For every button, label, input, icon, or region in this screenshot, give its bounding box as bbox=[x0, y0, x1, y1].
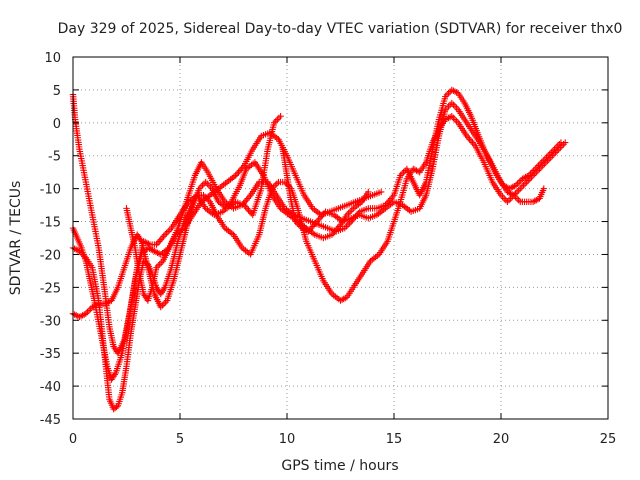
data-point bbox=[348, 206, 355, 214]
data-point bbox=[513, 195, 521, 202]
data-point bbox=[316, 215, 324, 222]
data-point bbox=[312, 219, 319, 227]
grid-lines bbox=[73, 57, 608, 419]
data-point bbox=[467, 137, 475, 145]
data-point bbox=[274, 116, 281, 123]
x-axis-label: GPS time / hours bbox=[281, 458, 398, 474]
data-point bbox=[160, 233, 167, 240]
y-tick-label: -5 bbox=[48, 150, 61, 165]
y-tick-label: -35 bbox=[40, 347, 61, 362]
x-tick-label: 0 bbox=[69, 432, 77, 447]
plot-frame bbox=[72, 56, 609, 420]
data-layer bbox=[69, 86, 569, 413]
data-point bbox=[160, 300, 168, 308]
data-point bbox=[277, 113, 284, 120]
y-tick-label: -20 bbox=[40, 248, 61, 263]
data-point bbox=[85, 307, 93, 314]
data-point bbox=[243, 205, 251, 212]
data-point bbox=[346, 208, 354, 215]
data-point bbox=[344, 221, 352, 229]
y-tick-label: 5 bbox=[53, 84, 61, 99]
y-tick-label: 10 bbox=[44, 51, 61, 66]
data-point bbox=[451, 103, 459, 110]
y-tick-label: -40 bbox=[40, 380, 61, 395]
data-point bbox=[163, 229, 170, 237]
y-tick-label: -25 bbox=[40, 281, 61, 296]
data-point bbox=[469, 139, 476, 146]
data-point bbox=[320, 210, 328, 217]
data-point bbox=[450, 114, 457, 122]
y-tick-label: -30 bbox=[40, 314, 61, 329]
y-axis-label: SDTVAR / TECUs bbox=[8, 181, 24, 296]
x-tick-label: 25 bbox=[600, 432, 617, 447]
data-point bbox=[448, 99, 455, 107]
data-point bbox=[450, 101, 457, 108]
data-point bbox=[246, 208, 254, 215]
data-point bbox=[204, 180, 211, 187]
data-point bbox=[499, 193, 506, 201]
data-point bbox=[273, 180, 281, 187]
data-point bbox=[451, 88, 459, 95]
data-point bbox=[453, 104, 460, 112]
data-point bbox=[235, 168, 242, 176]
data-point bbox=[158, 234, 166, 242]
x-tick-label: 5 bbox=[176, 432, 184, 447]
data-point bbox=[387, 195, 395, 202]
data-point bbox=[315, 216, 322, 224]
x-tick-label: 10 bbox=[279, 432, 296, 447]
data-point bbox=[275, 114, 283, 122]
data-point bbox=[79, 312, 86, 319]
chart-title: Day 329 of 2025, Sidereal Day-to-day VTE… bbox=[58, 21, 623, 37]
y-tick-label: 0 bbox=[53, 117, 61, 132]
y-tick-label: -15 bbox=[40, 216, 61, 231]
data-point bbox=[540, 185, 547, 192]
data-point bbox=[340, 295, 347, 303]
series-track-6 bbox=[279, 99, 547, 235]
data-point bbox=[161, 231, 169, 238]
data-point bbox=[515, 196, 522, 204]
data-point bbox=[113, 403, 120, 411]
data-point bbox=[453, 117, 460, 125]
data-point bbox=[533, 196, 540, 204]
data-point bbox=[233, 170, 241, 178]
data-point bbox=[466, 136, 473, 143]
data-point bbox=[157, 236, 164, 243]
data-point bbox=[445, 103, 452, 110]
data-point bbox=[156, 261, 163, 268]
data-point bbox=[504, 198, 511, 205]
data-point bbox=[562, 139, 569, 146]
data-point bbox=[501, 195, 508, 202]
y-tick-label: -45 bbox=[40, 413, 61, 428]
data-point bbox=[156, 238, 163, 245]
data-point bbox=[244, 195, 251, 202]
data-point bbox=[505, 196, 513, 204]
data-point bbox=[73, 246, 80, 253]
data-point bbox=[165, 228, 172, 235]
data-point bbox=[154, 239, 162, 247]
series-track-3 bbox=[69, 113, 569, 413]
data-point bbox=[205, 182, 213, 189]
data-point bbox=[507, 190, 514, 197]
axis-ticks: 0 5 10 15 20 25 10 5 0 -5 -10 -15 -20 -25 -30 -35 -40 -45 bbox=[40, 51, 617, 447]
series-track-5 bbox=[123, 129, 385, 304]
x-tick-label: 15 bbox=[386, 432, 403, 447]
data-point bbox=[202, 178, 209, 186]
x-tick-label: 20 bbox=[493, 432, 510, 447]
y-tick-label: -10 bbox=[40, 183, 61, 198]
data-point bbox=[199, 182, 206, 189]
data-point bbox=[166, 226, 174, 233]
data-point bbox=[377, 188, 385, 196]
data-point bbox=[509, 183, 516, 191]
data-point bbox=[73, 312, 80, 319]
